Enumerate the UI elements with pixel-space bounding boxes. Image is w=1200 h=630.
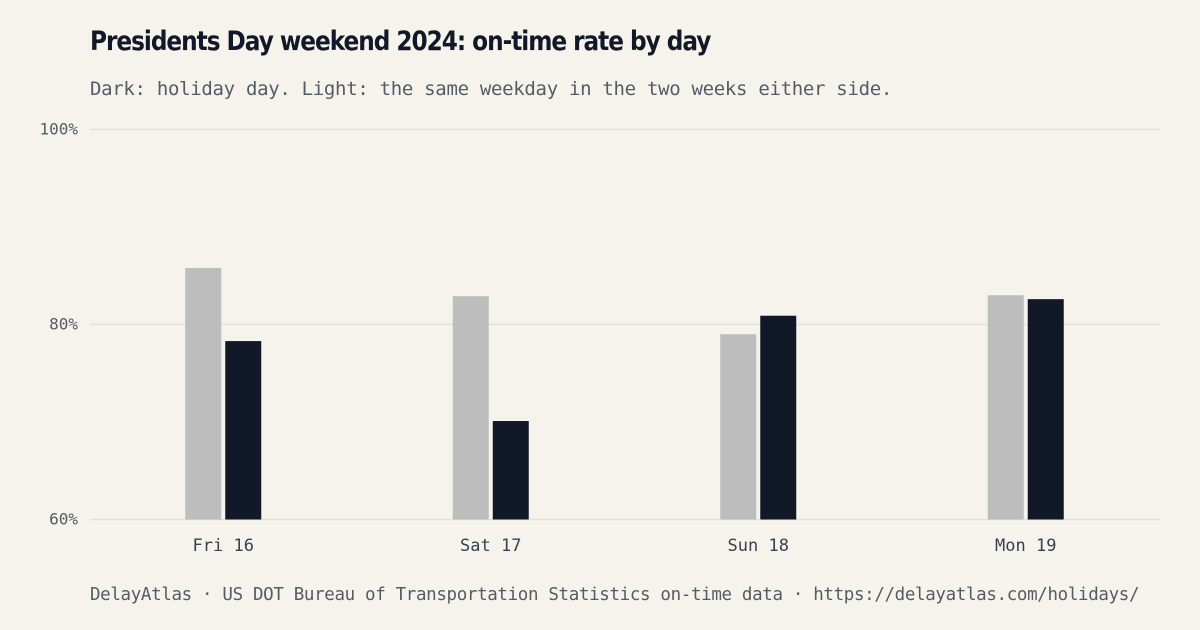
- x-category-label: Mon 19: [995, 536, 1056, 556]
- y-tick-label: 80%: [49, 315, 78, 334]
- x-category-label: Sun 18: [728, 536, 789, 556]
- bar-comparison: [987, 295, 1024, 520]
- source-footer: DelayAtlas · US DOT Bureau of Transporta…: [90, 585, 1140, 605]
- bar-comparison: [720, 334, 757, 520]
- chart-title: Presidents Day weekend 2024: on-time rat…: [90, 26, 711, 57]
- bar-holiday: [492, 421, 529, 520]
- bar-holiday: [760, 315, 797, 520]
- x-axis-labels: Fri 16 Sat 17 Sun 18 Mon 19: [193, 536, 1057, 556]
- bar-holiday: [225, 341, 262, 520]
- bar-holiday: [1027, 299, 1064, 520]
- bar-comparison: [185, 267, 222, 520]
- y-axis-ticks: 60% 80% 100%: [39, 120, 78, 529]
- bar-comparison: [452, 296, 489, 520]
- gridlines: [90, 128, 1160, 521]
- chart-subtitle: Dark: holiday day. Light: the same weekd…: [90, 78, 893, 100]
- bars: [185, 267, 1064, 520]
- y-tick-label: 100%: [39, 120, 78, 139]
- y-tick-label: 60%: [49, 510, 78, 529]
- x-category-label: Sat 17: [460, 536, 521, 556]
- x-category-label: Fri 16: [193, 536, 254, 556]
